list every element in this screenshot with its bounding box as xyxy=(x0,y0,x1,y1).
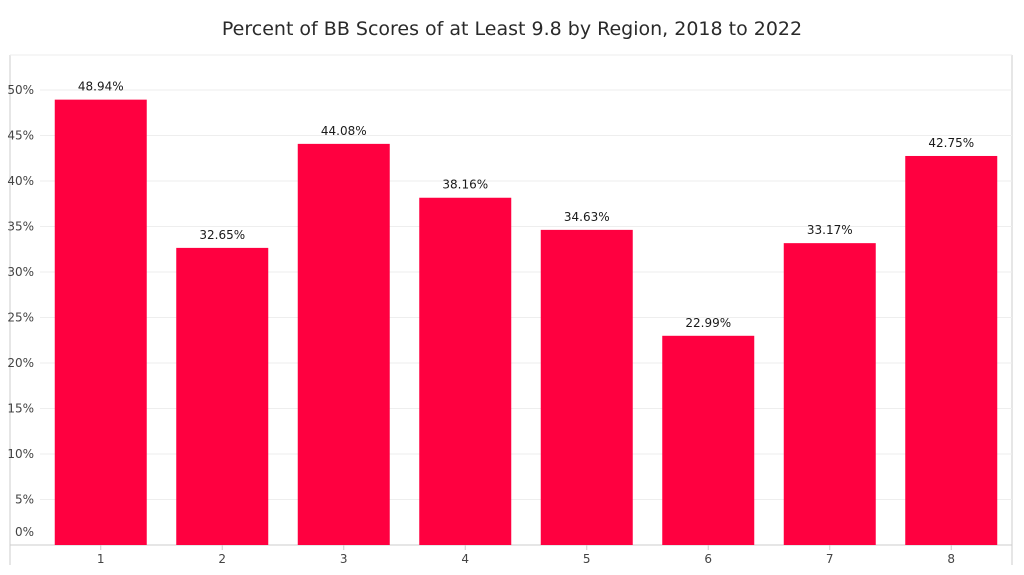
x-tick-label: 8 xyxy=(947,552,955,566)
data-label: 38.16% xyxy=(442,178,488,192)
x-tick-label: 4 xyxy=(461,552,469,566)
y-tick-label: 15% xyxy=(7,402,34,416)
x-tick-label: 7 xyxy=(826,552,834,566)
chart-title: Percent of BB Scores of at Least 9.8 by … xyxy=(221,18,803,40)
bar xyxy=(54,99,147,546)
y-tick-label: 5% xyxy=(15,493,34,507)
x-tick-label: 6 xyxy=(704,552,712,566)
y-tick-label: 30% xyxy=(7,265,34,279)
x-tick-label: 3 xyxy=(340,552,348,566)
x-tick-label: 1 xyxy=(97,552,105,566)
bar xyxy=(419,197,512,545)
data-label: 32.65% xyxy=(199,228,245,242)
data-label: 33.17% xyxy=(807,223,853,237)
data-label: 34.63% xyxy=(564,210,610,224)
y-tick-label: 0% xyxy=(15,525,34,539)
x-tick-label: 2 xyxy=(218,552,226,566)
y-tick-label: 20% xyxy=(7,356,34,370)
y-tick-label: 50% xyxy=(7,83,34,97)
bar xyxy=(905,155,998,545)
bar xyxy=(540,229,633,545)
y-tick-label: 10% xyxy=(7,447,34,461)
data-label: 22.99% xyxy=(685,316,731,330)
data-label: 48.94% xyxy=(78,80,124,94)
x-tick-label: 5 xyxy=(583,552,591,566)
y-tick-label: 45% xyxy=(7,129,34,143)
bar xyxy=(783,243,876,545)
bar xyxy=(662,335,755,545)
y-tick-label: 35% xyxy=(7,220,34,234)
y-tick-label: 25% xyxy=(7,311,34,325)
data-label: 44.08% xyxy=(321,124,367,138)
data-label: 42.75% xyxy=(928,136,974,150)
y-tick-label: 40% xyxy=(7,174,34,188)
bar xyxy=(297,143,390,545)
bar xyxy=(176,247,269,545)
